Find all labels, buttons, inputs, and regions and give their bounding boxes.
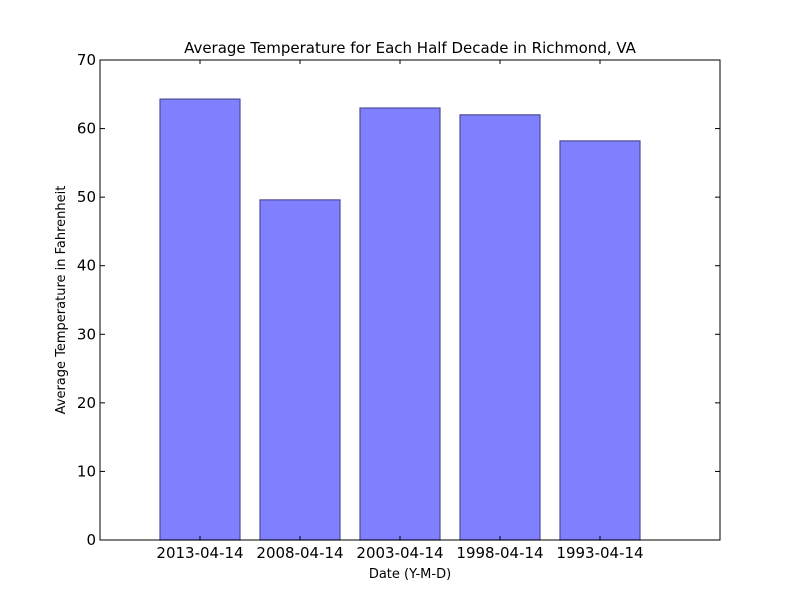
x-tick-label: 2013-04-14 (156, 544, 243, 562)
y-tick-label: 30 (77, 325, 96, 343)
y-tick-label: 50 (77, 188, 96, 206)
chart-title: Average Temperature for Each Half Decade… (184, 39, 637, 57)
bar-2008-04-14 (259, 199, 341, 541)
y-tick-label: 0 (86, 531, 96, 549)
bars-group (159, 98, 641, 541)
y-tick-label: 10 (77, 462, 96, 480)
y-tick-label: 40 (77, 257, 96, 275)
y-axis-label: Average Temperature in Fahrenheit (54, 186, 69, 415)
bar-2013-04-14 (159, 98, 241, 541)
plot-area-frame (99, 59, 721, 541)
bar-1993-04-14 (559, 140, 641, 541)
y-tick-label: 70 (77, 51, 96, 69)
x-tick-label: 1993-04-14 (556, 544, 643, 562)
x-axis-label: Date (Y-M-D) (369, 567, 451, 582)
y-tick-label: 60 (77, 120, 96, 138)
x-tick-label: 2003-04-14 (356, 544, 443, 562)
axis-ticks-group: 2013-04-14 2008-04-14 2003-04-14 1998-04-14… (77, 51, 720, 562)
x-tick-label: 1998-04-14 (456, 544, 543, 562)
bar-2003-04-14 (359, 107, 441, 541)
y-tick-label: 20 (77, 394, 96, 412)
x-tick-label: 2008-04-14 (256, 544, 343, 562)
bar-1998-04-14 (459, 114, 541, 541)
